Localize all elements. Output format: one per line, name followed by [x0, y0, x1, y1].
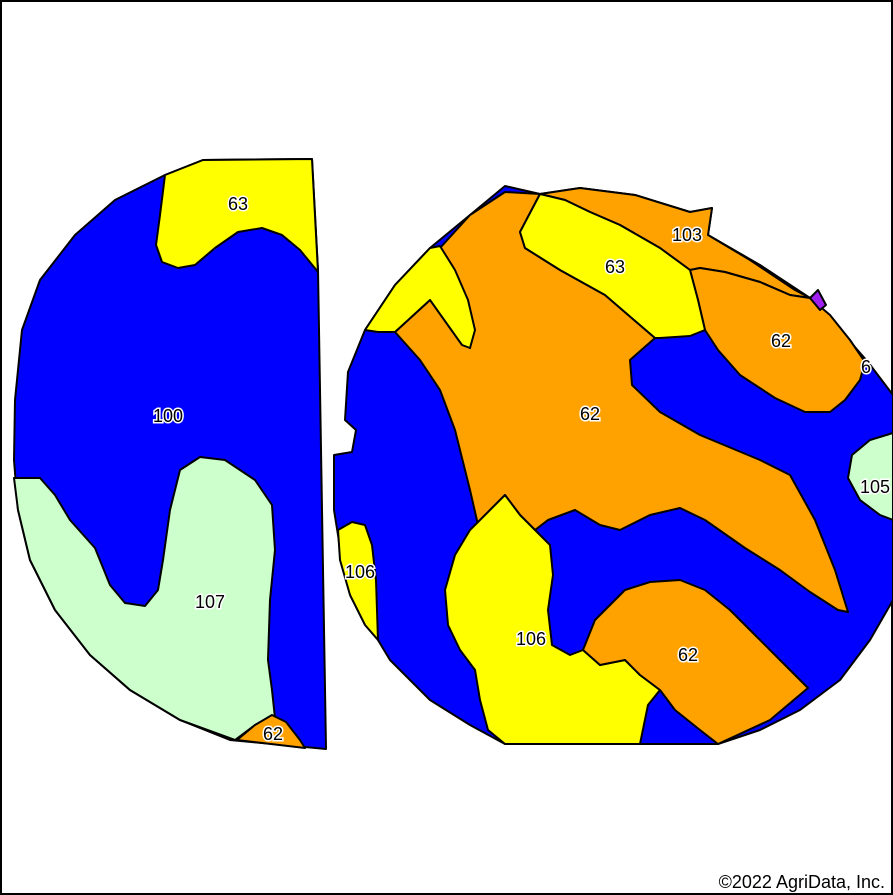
label-6: 6 [861, 357, 871, 377]
soil-zone-62-left [236, 714, 306, 749]
label-63-right: 63 [605, 257, 625, 277]
label-62-left: 62 [263, 724, 283, 744]
label-103: 103 [672, 225, 702, 245]
soil-zone-63-right [519, 193, 706, 339]
soil-zone-105 [847, 432, 893, 521]
label-62-center: 62 [580, 404, 600, 424]
soil-zone-purple [809, 289, 827, 311]
soil-zone-62-bottom [582, 579, 809, 745]
soil-zone-107 [13, 456, 276, 741]
label-62-right: 62 [771, 331, 791, 351]
label-62-bottom: 62 [678, 645, 698, 665]
label-105: 105 [860, 477, 890, 497]
zone-labels: 63 100 107 62 103 63 62 6 62 105 106 106… [151, 192, 891, 745]
label-107: 107 [195, 592, 225, 612]
soil-zone-yellow-upper-left [364, 245, 476, 349]
left-field [13, 158, 327, 750]
label-100: 100 [153, 406, 183, 426]
label-106-left: 106 [345, 562, 375, 582]
soil-zone-63-left [155, 158, 319, 273]
right-field [333, 185, 893, 745]
label-63-left: 63 [228, 194, 248, 214]
copyright-text: ©2022 AgriData, Inc. [719, 872, 885, 892]
soil-zone-106-left [337, 521, 379, 641]
soil-zone-62-right [689, 267, 866, 413]
label-106-center: 106 [516, 629, 546, 649]
